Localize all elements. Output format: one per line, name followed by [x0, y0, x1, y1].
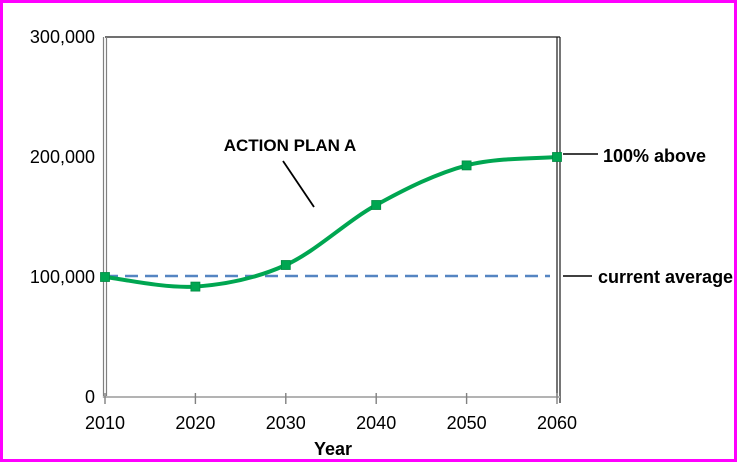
endpoint-annotation-label: 100% above	[603, 146, 707, 166]
x-tick-label: 2020	[175, 413, 216, 433]
y-tick-label: 300,000	[29, 27, 95, 47]
x-tick-label: 2010	[84, 413, 126, 433]
x-tick-label: 2040	[356, 413, 397, 433]
series-marker	[190, 281, 201, 292]
x-tick-label: 2050	[446, 413, 487, 433]
y-tick-label: 100,000	[29, 267, 95, 287]
y-tick-label: 0	[84, 387, 95, 407]
chart-canvas	[100, 36, 598, 404]
x-axis-title: Year	[313, 439, 353, 459]
y-tick-label: 200,000	[29, 147, 95, 167]
series-line	[103, 155, 559, 289]
reference-annotation-label: current average	[598, 267, 734, 287]
series-marker	[552, 152, 562, 162]
series-callout-line	[282, 160, 315, 208]
x-tick-label: 2060	[536, 413, 578, 433]
series-marker	[461, 160, 472, 171]
series-marker	[280, 260, 291, 270]
series-marker	[371, 200, 382, 210]
series-annotation-label: ACTION PLAN A	[223, 136, 357, 155]
x-tick-label: 2030	[265, 413, 306, 433]
series-marker	[100, 272, 110, 282]
